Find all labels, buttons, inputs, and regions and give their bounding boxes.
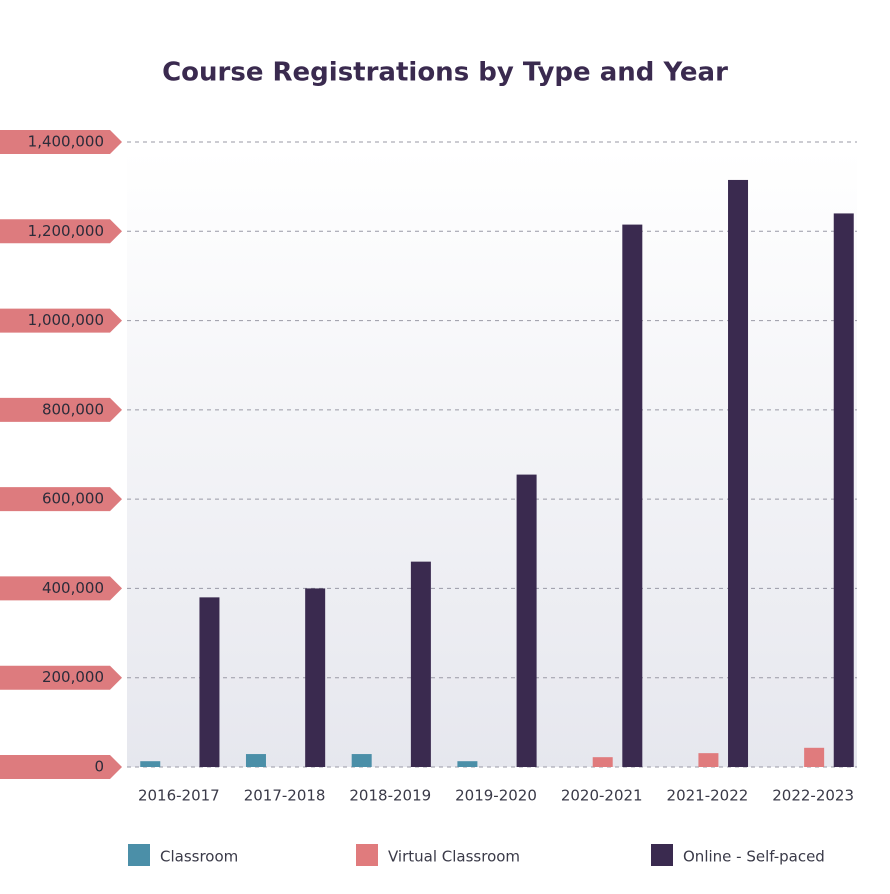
- y-tick-label: 800,000: [42, 400, 104, 418]
- bar: [592, 757, 613, 767]
- bar: [622, 224, 643, 767]
- legend-swatch: [651, 844, 673, 866]
- y-tick-label: 0: [94, 758, 104, 776]
- y-tick-label: 1,400,000: [28, 133, 104, 151]
- bar: [305, 588, 326, 767]
- legend-label: Classroom: [160, 848, 238, 866]
- x-tick-label: 2017-2018: [244, 787, 326, 805]
- y-tick-tag: [0, 219, 122, 244]
- bar: [351, 754, 372, 767]
- bar: [728, 179, 749, 768]
- x-tick-label: 2019-2020: [455, 787, 537, 805]
- bar: [804, 747, 825, 767]
- bar: [410, 561, 431, 767]
- legend-swatch: [128, 844, 150, 866]
- x-tick-label: 2022-2023: [772, 787, 854, 805]
- y-tick-tag: [0, 665, 122, 690]
- x-tick-label: 2020-2021: [561, 787, 643, 805]
- y-tick-tag: [0, 755, 122, 779]
- y-tick-tag: [0, 487, 122, 512]
- y-tick-tag: [0, 397, 122, 422]
- bar: [457, 761, 478, 767]
- bar: [199, 597, 220, 767]
- legend-label: Online - Self-paced: [683, 848, 825, 866]
- y-tick-tag: [0, 130, 122, 154]
- chart-title: Course Registrations by Type and Year: [162, 58, 728, 88]
- y-tick-tag: [0, 576, 122, 601]
- y-tick-label: 400,000: [42, 579, 104, 597]
- y-tick-label: 1,200,000: [28, 222, 104, 240]
- legend-swatch: [356, 844, 378, 866]
- bar: [698, 753, 719, 767]
- y-tick-label: 1,000,000: [28, 311, 104, 329]
- y-tick-label: 600,000: [42, 490, 104, 508]
- y-tick-label: 200,000: [42, 668, 104, 686]
- y-tick-tag: [0, 308, 122, 333]
- bar: [516, 474, 537, 767]
- x-tick-label: 2021-2022: [667, 787, 749, 805]
- x-tick-label: 2018-2019: [349, 787, 431, 805]
- x-tick-label: 2016-2017: [138, 787, 220, 805]
- bar: [245, 754, 266, 767]
- bar: [833, 213, 854, 767]
- legend-label: Virtual Classroom: [388, 848, 520, 866]
- bar: [140, 761, 161, 767]
